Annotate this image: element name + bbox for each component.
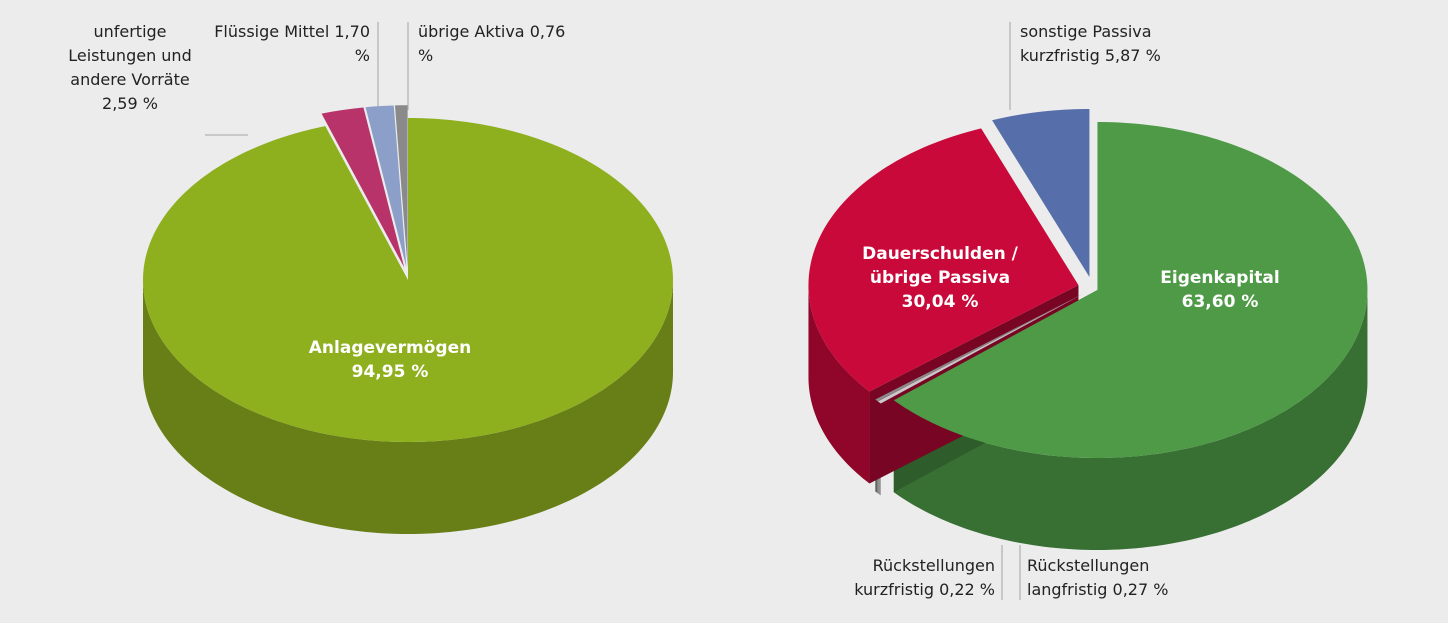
pie-chart <box>808 108 1368 550</box>
slice-label: Flüssige Mittel 1,70 % <box>200 20 370 68</box>
slice-label: unfertige Leistungen und andere Vorräte … <box>50 20 210 116</box>
value-label: 94,95 % <box>351 362 429 382</box>
value-label: 30,04 % <box>901 292 979 312</box>
pie-chart <box>143 105 673 534</box>
category-label: Dauerschulden / übrige Passiva <box>862 244 1018 288</box>
slice-label: Rückstellungen langfristig 0,27 % <box>1027 554 1207 602</box>
pie-slice <box>877 293 1085 404</box>
pie-slice <box>992 108 1090 277</box>
pie-slice-side <box>143 280 673 534</box>
category-label: unfertige Leistungen und andere Vorräte <box>68 22 192 89</box>
value-label: 0,76 % <box>418 22 566 65</box>
slice-label: Dauerschulden / übrige Passiva 30,04 % <box>840 242 1040 314</box>
category-label: Rückstellungen langfristig <box>1027 556 1150 599</box>
value-label: 0,27 % <box>1112 580 1169 599</box>
leader-lines <box>205 22 1021 600</box>
pie-slice-side <box>808 285 870 484</box>
pie-slice <box>394 105 408 268</box>
value-label: 63,60 % <box>1181 292 1259 312</box>
category-label: Anlagevermögen <box>308 338 472 358</box>
value-label: 2,59 % <box>102 94 158 113</box>
value-label: 5,87 % <box>1104 46 1161 65</box>
pie-slice <box>808 128 1079 392</box>
pie-slice <box>321 107 405 268</box>
pie-tops <box>143 105 673 442</box>
slice-label: Rückstellungen kurzfristig 0,22 % <box>810 554 995 602</box>
pie-slice <box>875 293 1085 402</box>
category-label: Rückstellungen kurzfristig <box>854 556 995 599</box>
slice-label: übrige Aktiva 0,76 % <box>418 20 578 68</box>
pie-slice <box>143 118 673 442</box>
pie-slice-side <box>893 289 1368 550</box>
pie-slice <box>365 105 407 268</box>
slice-label: sonstige Passiva kurzfristig 5,87 % <box>1020 20 1210 68</box>
category-label: Eigenkapital <box>1160 268 1280 288</box>
category-label: übrige Aktiva <box>418 22 525 41</box>
pie-slice <box>893 121 1368 458</box>
pie-sides <box>143 280 673 534</box>
value-label: 1,70 % <box>334 22 370 65</box>
value-label: 0,22 % <box>939 580 995 599</box>
category-label: sonstige Passiva kurzfristig <box>1020 22 1152 65</box>
pie-tops <box>808 108 1368 458</box>
category-label: Flüssige Mittel <box>214 22 330 41</box>
slice-label: Eigenkapital 63,60 % <box>1120 266 1320 314</box>
slice-label: Anlagevermögen 94,95 % <box>270 336 510 384</box>
